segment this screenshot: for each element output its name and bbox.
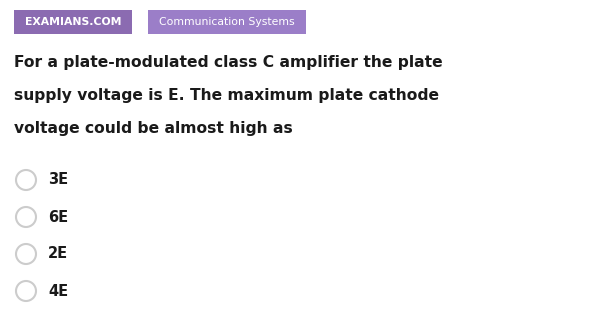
Text: 3E: 3E xyxy=(48,172,68,188)
Circle shape xyxy=(16,207,36,227)
Circle shape xyxy=(16,244,36,264)
Text: 4E: 4E xyxy=(48,284,68,299)
Text: supply voltage is E. The maximum plate cathode: supply voltage is E. The maximum plate c… xyxy=(14,88,439,103)
Text: voltage could be almost high as: voltage could be almost high as xyxy=(14,121,293,136)
Circle shape xyxy=(16,170,36,190)
FancyBboxPatch shape xyxy=(14,10,132,34)
Circle shape xyxy=(16,281,36,301)
Text: For a plate-modulated class C amplifier the plate: For a plate-modulated class C amplifier … xyxy=(14,55,443,70)
Text: 6E: 6E xyxy=(48,210,68,224)
Text: Communication Systems: Communication Systems xyxy=(159,17,295,27)
Text: 2E: 2E xyxy=(48,246,68,262)
FancyBboxPatch shape xyxy=(148,10,306,34)
Text: EXAMIANS.COM: EXAMIANS.COM xyxy=(25,17,121,27)
